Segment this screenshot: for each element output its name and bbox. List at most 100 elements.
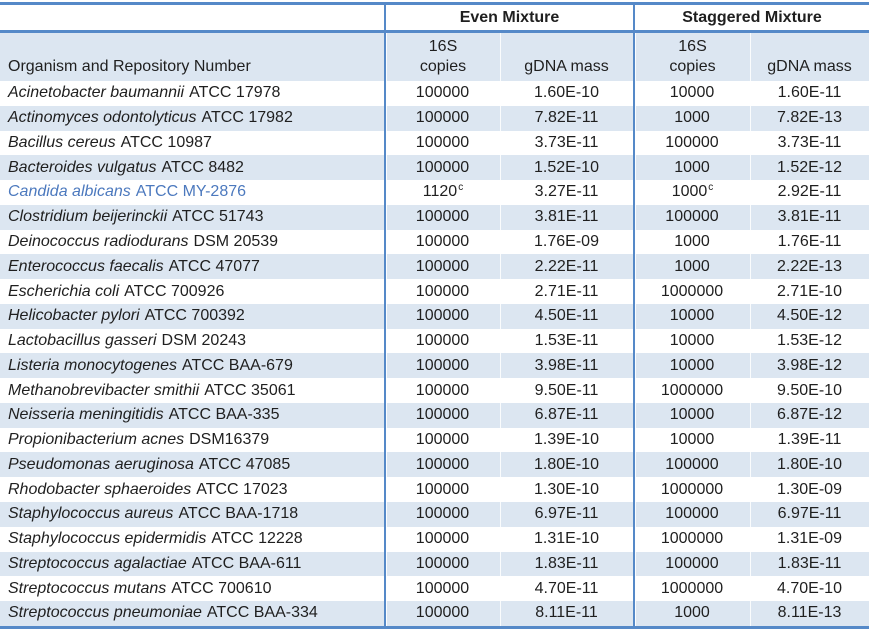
organism-name: Escherichia coli	[8, 282, 120, 300]
even-gdna-value: 4.70E-11	[534, 579, 599, 597]
table-row: Helicobacter pylori ATCC 700392 100000 4…	[0, 303, 869, 329]
even-16s-label: 16S	[428, 38, 458, 55]
even-gdna-value: 4.50E-11	[534, 307, 599, 325]
table-row: Staphylococcus epidermidis ATCC 12228 10…	[0, 526, 869, 552]
even-gdna-value: 3.98E-11	[534, 356, 599, 374]
table-row: Lactobacillus gasseri DSM 20243 100000 1…	[0, 328, 869, 354]
even-gdna-mass-cell: 4.70E-11	[500, 576, 633, 601]
repository-number: DSM 20243	[161, 332, 247, 350]
even-gdna-value: 1.53E-11	[534, 332, 599, 350]
even-copies-value: 100000	[415, 158, 470, 176]
staggered-16s-copies-cell: 1000	[633, 105, 750, 131]
staggered-gdna-mass-cell: 3.98E-12	[750, 353, 869, 378]
repository-number: ATCC 35061	[204, 381, 296, 399]
organism-cell: Candida albicans ATCC MY-2876	[0, 180, 384, 205]
even-16s-copies-cell: 100000	[384, 254, 500, 280]
organism-cell: Staphylococcus epidermidis ATCC 12228	[0, 527, 384, 552]
staggered-gdna-mass-header: gDNA mass	[750, 33, 869, 81]
staggered-copies-value: 10000	[669, 431, 715, 449]
staggered-copies-value: 100000	[665, 133, 719, 151]
staggered-gdna-mass-cell: 4.70E-10	[750, 576, 869, 601]
organism-name: Rhodobacter sphaeroides	[8, 480, 192, 498]
organism-name: Enterococcus faecalis	[8, 257, 164, 275]
staggered-16s-copies-cell: 10000	[633, 303, 750, 329]
staggered-copies-value: 100000	[665, 554, 719, 572]
table-row: Streptococcus agalactiae ATCC BAA-611 10…	[0, 551, 869, 577]
organism-name: Clostridium beijerinckii	[8, 208, 168, 226]
even-16s-copies-header: 16S copies	[384, 33, 500, 81]
staggered-copies-value: 100000	[665, 208, 719, 226]
staggered-gdna-value: 6.97E-11	[777, 505, 842, 523]
staggered-gdna-value: 3.81E-11	[777, 208, 842, 226]
organism-name: Staphylococcus aureus	[8, 505, 174, 523]
even-gdna-mass-cell: 2.71E-11	[500, 279, 633, 304]
repository-number: ATCC 47077	[168, 257, 260, 275]
staggered-16s-copies-cell: 1000000	[633, 378, 750, 403]
staggered-gdna-mass-cell: 1.39E-11	[750, 428, 869, 453]
organism-name: Pseudomonas aeruginosa	[8, 455, 194, 473]
table-row: Deinococcus radiodurans DSM 20539 100000…	[0, 229, 869, 255]
organism-cell: Helicobacter pylori ATCC 700392	[0, 304, 384, 329]
staggered-gdna-mass-cell: 1.80E-10	[750, 452, 869, 477]
organism-cell: Bacillus cereus ATCC 10987	[0, 131, 384, 156]
table-row: Listeria monocytogenes ATCC BAA-679 1000…	[0, 353, 869, 379]
even-copies-value: 100000	[415, 381, 470, 399]
organism-name: Acinetobacter baumannii	[8, 84, 185, 102]
even-gdna-mass-cell: 3.98E-11	[500, 353, 633, 378]
organism-column-header: Organism and Repository Number	[8, 58, 251, 75]
staggered-copies-value: 10000	[669, 307, 715, 325]
even-16s-copies-cell: 100000	[384, 601, 500, 626]
even-gdna-value: 1.60E-10	[534, 84, 599, 102]
staggered-gdna-mass-cell: 9.50E-10	[750, 378, 869, 403]
staggered-gdna-value: 1.76E-11	[777, 232, 842, 250]
staggered-copies-value: 1000000	[660, 480, 724, 498]
staggered-copies-value: 1000000	[660, 282, 724, 300]
organism-cell: Deinococcus radiodurans DSM 20539	[0, 230, 384, 255]
repository-number: ATCC 700392	[144, 307, 245, 325]
even-copies-value: 100000	[415, 332, 470, 350]
table-row: Staphylococcus aureus ATCC BAA-1718 1000…	[0, 502, 869, 527]
even-gdna-mass-cell: 1.30E-10	[500, 477, 633, 502]
organism-cell: Rhodobacter sphaeroides ATCC 17023	[0, 477, 384, 502]
table-row: Candida albicans ATCC MY-2876 1120 c 3.27…	[0, 180, 869, 205]
staggered-16s-copies-cell: 1000	[633, 155, 750, 181]
table-row: Actinomyces odontolyticus ATCC 17982 100…	[0, 105, 869, 131]
even-copies-value: 100000	[415, 356, 470, 374]
even-gdna-mass-cell: 1.53E-11	[500, 329, 633, 354]
staggered-gdna-mass-cell: 2.71E-10	[750, 279, 869, 304]
staggered-copies-value: 1000	[674, 604, 710, 622]
staggered-gdna-mass-cell: 3.73E-11	[750, 131, 869, 156]
repository-number: DSM 20539	[193, 232, 279, 250]
staggered-16s-copies-cell: 10000	[633, 353, 750, 379]
even-gdna-value: 1.52E-10	[534, 158, 599, 176]
staggered-gdna-mass-cell: 8.11E-13	[750, 601, 869, 626]
even-gdna-mass-cell: 3.81E-11	[500, 205, 633, 230]
table-row: Acinetobacter baumannii ATCC 17978 10000…	[0, 81, 869, 106]
staggered-copies-value: 10000	[669, 332, 715, 350]
organism-name: Propionibacterium acnes	[8, 431, 185, 449]
even-16s-copies-cell: 100000	[384, 81, 500, 106]
organism-name: Actinomyces odontolyticus	[8, 109, 197, 127]
table-row: Rhodobacter sphaeroides ATCC 17023 10000…	[0, 477, 869, 503]
staggered-gdna-value: 2.92E-11	[777, 183, 842, 201]
staggered-16s-copies-cell: 1000	[633, 254, 750, 280]
even-16s-copies-cell: 100000	[384, 427, 500, 453]
even-gdna-mass-header: gDNA mass	[500, 33, 633, 81]
staggered-copies-value: 1000000	[660, 381, 724, 399]
even-16s-copies-cell: 100000	[384, 477, 500, 503]
organism-name: Methanobrevibacter smithii	[8, 381, 200, 399]
organism-cell: Acinetobacter baumannii ATCC 17978	[0, 81, 384, 106]
even-gdna-value: 9.50E-11	[534, 381, 599, 399]
organism-name: Helicobacter pylori	[8, 307, 140, 325]
organism-cell: Enterococcus faecalis ATCC 47077	[0, 254, 384, 279]
table-row: Bacillus cereus ATCC 10987 100000 3.73E-…	[0, 130, 869, 156]
even-copies-value: 100000	[415, 109, 470, 127]
staggered-copies-value: 1000000	[660, 530, 724, 548]
even-gdna-value: 1.80E-10	[534, 455, 599, 473]
even-gdna-value: 2.22E-11	[534, 257, 599, 275]
even-16s-copies-cell: 100000	[384, 155, 500, 181]
even-16s-copies-cell: 100000	[384, 229, 500, 255]
repository-number: ATCC 700610	[171, 579, 272, 597]
staggered-gdna-value: 9.50E-10	[777, 381, 842, 399]
staggered-gdna-value: 2.22E-13	[777, 257, 842, 275]
